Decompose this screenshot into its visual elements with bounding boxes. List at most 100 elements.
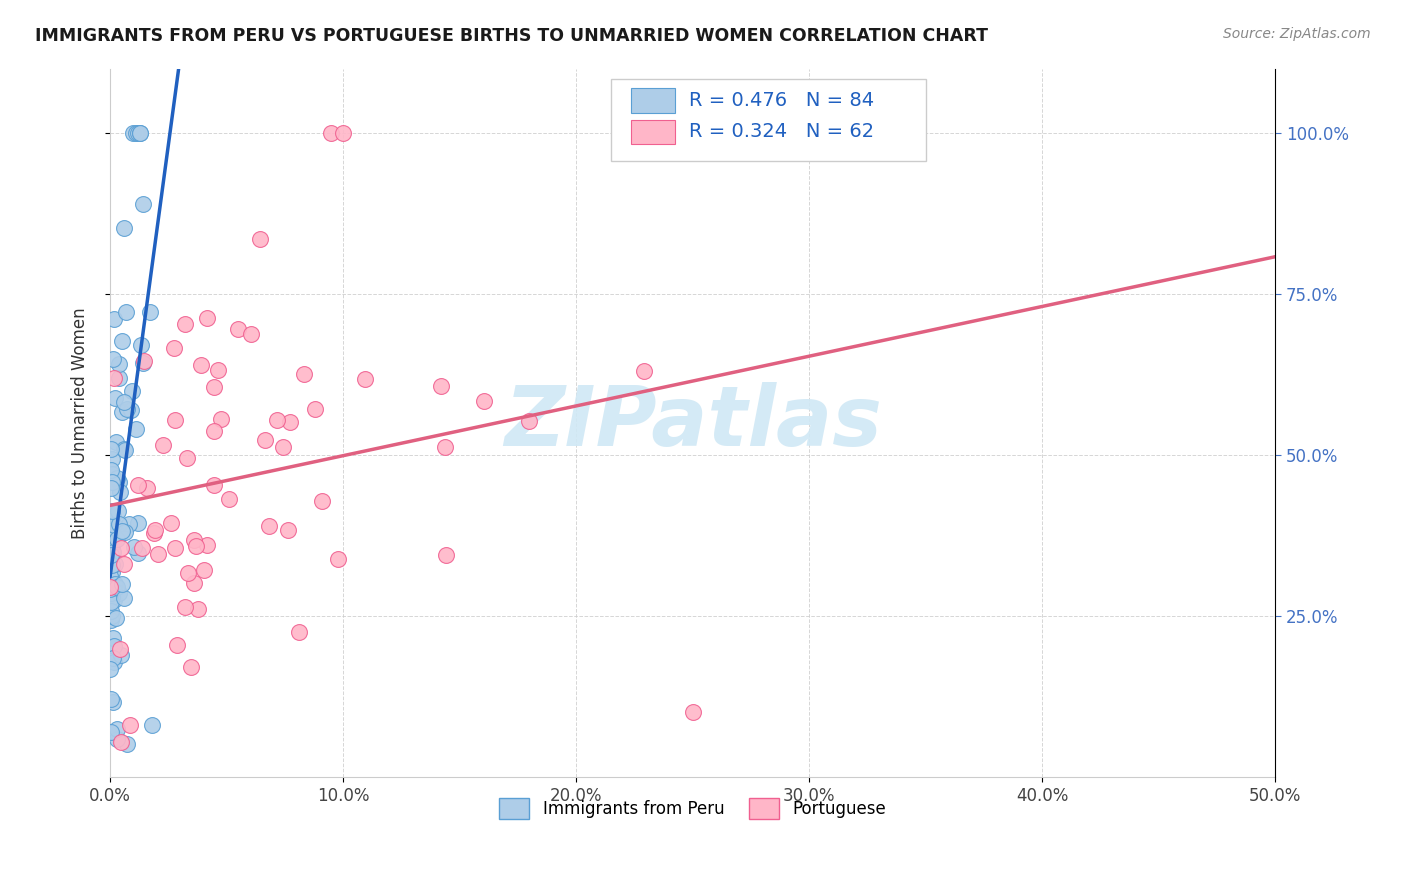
Point bbox=[101, 591, 124, 605]
Point bbox=[202, 478, 225, 492]
Text: IMMIGRANTS FROM PERU VS PORTUGUESE BIRTHS TO UNMARRIED WOMEN CORRELATION CHART: IMMIGRANTS FROM PERU VS PORTUGUESE BIRTH… bbox=[35, 27, 988, 45]
Point bbox=[101, 467, 124, 481]
Point bbox=[183, 533, 205, 547]
Point bbox=[105, 581, 128, 595]
Point bbox=[166, 639, 188, 653]
Point bbox=[107, 585, 129, 599]
Point bbox=[125, 126, 148, 140]
Point bbox=[131, 338, 153, 352]
Y-axis label: Births to Unmarried Women: Births to Unmarried Women bbox=[72, 307, 89, 539]
Point bbox=[321, 126, 343, 140]
Point bbox=[122, 126, 145, 140]
Point bbox=[266, 412, 288, 426]
Point bbox=[120, 718, 142, 732]
Point bbox=[98, 580, 121, 594]
Point bbox=[176, 450, 198, 465]
Point bbox=[122, 540, 145, 554]
Point bbox=[104, 435, 127, 450]
Point bbox=[103, 518, 125, 533]
Point bbox=[228, 322, 250, 336]
Point bbox=[163, 413, 186, 427]
Point bbox=[103, 536, 125, 550]
Point bbox=[152, 438, 174, 452]
Point bbox=[121, 384, 143, 398]
Point bbox=[129, 126, 152, 140]
Point bbox=[132, 354, 155, 368]
Point bbox=[114, 442, 136, 457]
Point bbox=[100, 548, 122, 562]
Point bbox=[187, 602, 209, 616]
Point bbox=[239, 326, 262, 341]
Point bbox=[278, 415, 301, 429]
Point bbox=[190, 358, 212, 372]
Point bbox=[110, 334, 132, 348]
Point bbox=[127, 477, 149, 491]
Point bbox=[108, 641, 131, 656]
Point bbox=[101, 609, 124, 624]
Point bbox=[163, 341, 186, 355]
Point bbox=[682, 706, 704, 720]
Point bbox=[101, 504, 124, 518]
Point bbox=[165, 541, 187, 555]
Point bbox=[100, 613, 122, 627]
Point bbox=[101, 351, 124, 366]
Point bbox=[112, 221, 135, 235]
Point bbox=[332, 126, 354, 140]
Point bbox=[434, 548, 457, 562]
Point bbox=[288, 625, 311, 640]
Point bbox=[180, 660, 202, 674]
Point bbox=[202, 424, 225, 438]
Point bbox=[110, 735, 132, 749]
Point bbox=[160, 516, 183, 530]
Point bbox=[131, 541, 153, 555]
Point bbox=[132, 197, 155, 211]
Point bbox=[173, 599, 195, 614]
Point bbox=[174, 317, 197, 331]
Point bbox=[105, 471, 128, 485]
Point bbox=[127, 546, 149, 560]
FancyBboxPatch shape bbox=[612, 79, 925, 161]
Text: R = 0.324   N = 62: R = 0.324 N = 62 bbox=[689, 122, 875, 142]
Point bbox=[108, 485, 131, 500]
Point bbox=[103, 311, 125, 326]
Point bbox=[277, 523, 299, 537]
Point bbox=[209, 412, 232, 426]
Point bbox=[271, 440, 294, 454]
Point bbox=[183, 575, 205, 590]
Point bbox=[108, 357, 131, 371]
Point bbox=[141, 718, 163, 732]
Point bbox=[100, 582, 122, 596]
Point bbox=[103, 592, 125, 607]
Point bbox=[131, 356, 153, 370]
Point bbox=[207, 363, 229, 377]
Point bbox=[114, 524, 136, 539]
Bar bbox=[631, 88, 675, 113]
Point bbox=[184, 539, 207, 553]
Point bbox=[100, 604, 122, 618]
Point bbox=[107, 371, 129, 385]
Point bbox=[110, 648, 132, 662]
Point bbox=[100, 463, 122, 477]
Point bbox=[100, 585, 122, 599]
Point bbox=[143, 523, 166, 537]
Point bbox=[100, 482, 122, 496]
Point bbox=[105, 611, 128, 625]
Text: ZIPatlas: ZIPatlas bbox=[503, 382, 882, 463]
Point bbox=[111, 404, 134, 418]
Point bbox=[125, 422, 148, 436]
Point bbox=[105, 731, 128, 746]
Point bbox=[107, 722, 129, 736]
Point bbox=[104, 391, 127, 405]
Bar bbox=[631, 120, 675, 145]
Point bbox=[326, 552, 349, 566]
Point bbox=[249, 232, 271, 246]
Point bbox=[304, 401, 326, 416]
Point bbox=[104, 577, 127, 591]
Point bbox=[103, 639, 125, 653]
Text: R = 0.476   N = 84: R = 0.476 N = 84 bbox=[689, 91, 875, 111]
Point bbox=[517, 414, 540, 428]
Legend: Immigrants from Peru, Portuguese: Immigrants from Peru, Portuguese bbox=[492, 791, 893, 825]
Point bbox=[195, 538, 218, 552]
Point bbox=[311, 493, 333, 508]
Point bbox=[202, 379, 225, 393]
